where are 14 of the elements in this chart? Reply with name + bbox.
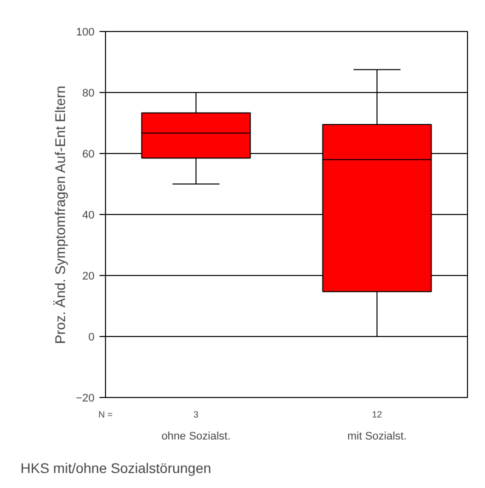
x-tick-label: ohne Sozialst. [161, 430, 231, 442]
y-tick-label: 100 [76, 26, 95, 38]
text: N = [98, 410, 113, 420]
y-tick-label: 80 [82, 88, 95, 100]
y-tick-label: 20 [82, 270, 95, 282]
y-tick-label: 0 [88, 332, 95, 344]
y-tick-label: 60 [82, 148, 95, 160]
y-tick-label: 40 [82, 210, 95, 222]
x-axis-title: HKS mit/ohne Sozialstörungen [20, 460, 212, 476]
text: 3 [193, 410, 199, 420]
y-tick-label: −20 [76, 392, 95, 404]
text: 12 [372, 410, 382, 420]
x-tick-label: mit Sozialst. [347, 430, 407, 442]
y-axis-title: Proz. Änd. Symptomfragen Auf-Ent Eltern [52, 86, 68, 344]
